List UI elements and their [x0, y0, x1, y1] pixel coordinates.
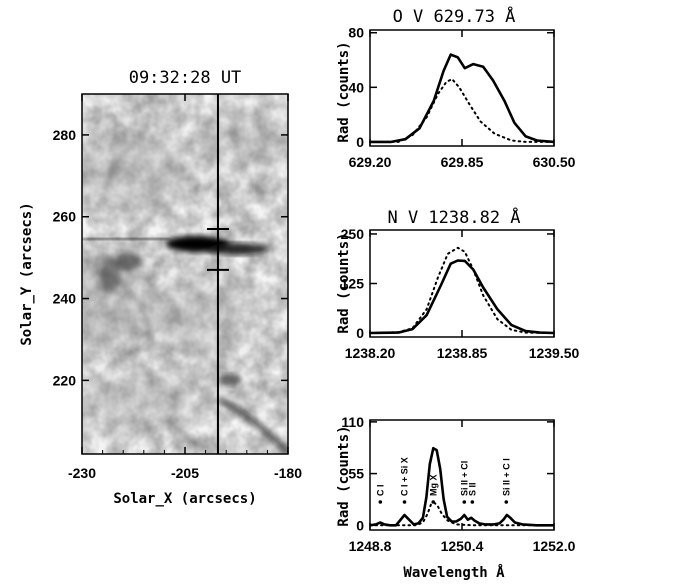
y-tick-label: 80	[348, 25, 364, 41]
nv-y-label: Rad (counts)	[336, 232, 352, 333]
dotted-series-line	[369, 78, 555, 143]
y-tick-label: 110	[341, 414, 364, 430]
image-panel: 09:32:28 UT -230 -205 -180 220 240 260 280 Sol…	[19, 68, 302, 507]
x-tick-label: 629.85	[441, 154, 484, 170]
annotation-marker	[470, 500, 475, 504]
line-annotation: Mg X	[428, 475, 438, 497]
dotted-series-line	[369, 246, 555, 334]
image-x-label: Solar_X (arcsecs)	[113, 491, 256, 507]
annotation-marker	[462, 500, 467, 504]
x-tick-label: -180	[274, 465, 302, 481]
y-tick-label: 0	[356, 134, 364, 150]
wavelength-x-label: Wavelength Å	[403, 564, 505, 581]
x-tick-label: 1248.8	[349, 538, 392, 554]
x-tick-label: 1239.50	[529, 345, 580, 361]
dotted-series-line	[369, 501, 555, 527]
line-annotation: S II	[467, 482, 477, 496]
annotation-marker	[378, 500, 383, 504]
y-tick-label: 0	[356, 325, 364, 341]
solar-image	[82, 94, 288, 454]
nv-line-panel: N V 1238.82 Å Rad (counts) 1238.20 1238.8…	[336, 206, 580, 361]
image-y-label: Solar_Y (arcsecs)	[19, 202, 35, 345]
line-annotation: C I	[375, 484, 385, 496]
ov-line-panel: O V 629.73 Å Rad (counts) 629.20 629.85 63…	[336, 5, 576, 170]
y-tick-label: 40	[348, 79, 364, 95]
image-title: 09:32:28 UT	[129, 68, 242, 88]
y-tick-label: 55	[348, 466, 364, 482]
y-tick-label: 220	[53, 372, 77, 388]
y-tick-label: 240	[53, 291, 77, 307]
x-tick-label: 1238.20	[345, 345, 396, 361]
x-tick-label: 1250.4	[441, 538, 484, 554]
x-tick-label: 629.20	[349, 154, 392, 170]
y-tick-label: 260	[53, 209, 77, 225]
nv-panel-title: N V 1238.82 Å	[387, 206, 520, 228]
y-tick-label: 0	[356, 517, 364, 533]
ov-y-label: Rad (counts)	[336, 41, 352, 142]
solid-series-line	[369, 446, 554, 527]
y-tick-label: 125	[341, 276, 365, 292]
solid-series-line	[369, 259, 555, 335]
y-tick-label: 250	[341, 226, 365, 242]
mgx-y-label: Rad (counts)	[336, 425, 352, 526]
solid-series-line	[370, 53, 555, 144]
line-annotation: Si II + Cl	[459, 461, 469, 496]
line-annotation: C I + Si X	[400, 457, 410, 496]
x-tick-label: 1252.0	[533, 538, 576, 554]
y-tick-label: 280	[53, 127, 77, 143]
ov-panel-title: O V 629.73 Å	[393, 5, 516, 27]
line-annotation: Si II + C I	[501, 458, 511, 496]
x-tick-label: 1238.85	[437, 345, 488, 361]
x-tick-label: -205	[171, 465, 199, 481]
x-tick-label: -230	[68, 465, 96, 481]
annotation-marker	[431, 500, 436, 504]
annotation-marker	[504, 500, 509, 504]
plot-frame	[369, 229, 555, 338]
mgx-line-panel: Wavelength Å Rad (counts) 1248.8 1250.4 12…	[336, 414, 576, 581]
annotation-marker	[402, 500, 407, 504]
image-axes: -230 -205 -180 220 240 260 280	[53, 94, 302, 481]
plot-frame	[369, 29, 555, 147]
x-tick-label: 630.50	[533, 154, 576, 170]
